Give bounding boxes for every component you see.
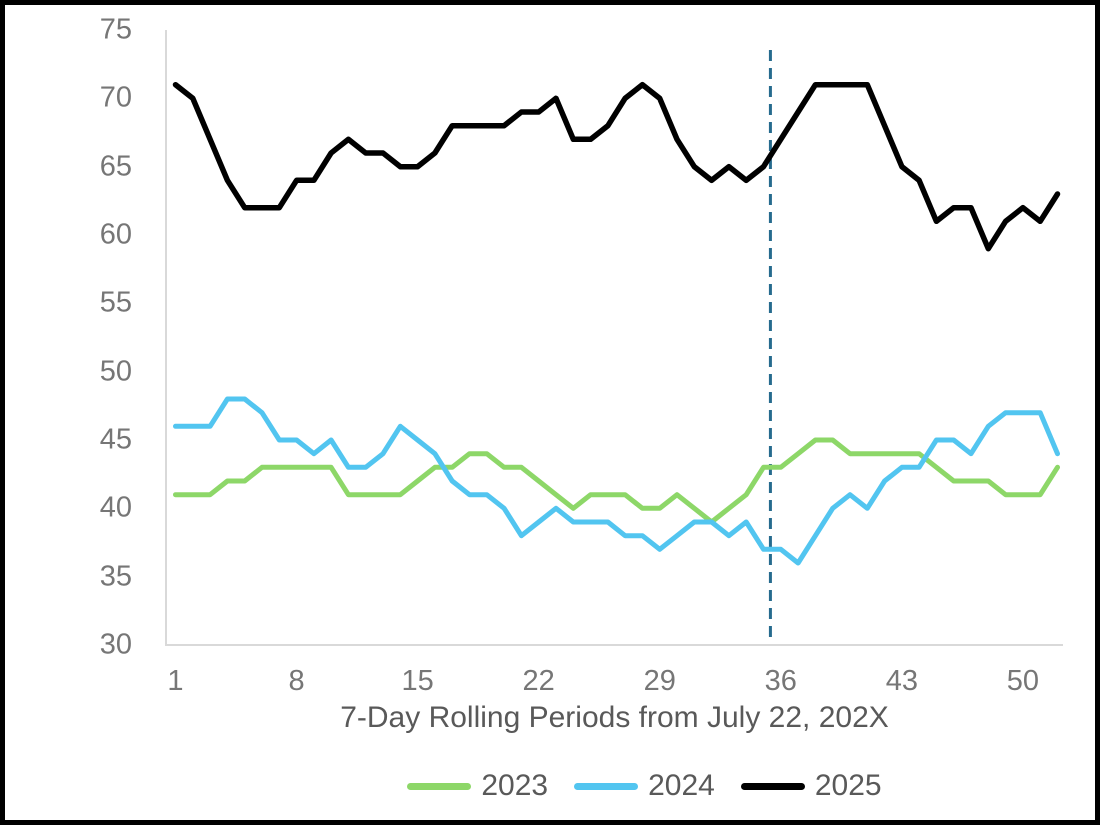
x-tick-label: 8 bbox=[288, 665, 305, 697]
series-line-2025 bbox=[172, 81, 1061, 252]
legend-label-2024: 2024 bbox=[648, 769, 715, 802]
y-tick-label: 40 bbox=[99, 491, 132, 524]
x-tick-label: 15 bbox=[401, 665, 434, 697]
y-tick-label: 70 bbox=[99, 81, 132, 114]
legend-item-2025: 2025 bbox=[740, 769, 882, 802]
y-tick-label: 55 bbox=[99, 286, 132, 319]
series-line-2024 bbox=[173, 396, 1060, 566]
x-tick-label: 22 bbox=[522, 665, 555, 697]
x-axis-title: 7-Day Rolling Periods from July 22, 202X bbox=[340, 701, 889, 734]
y-tick-label: 45 bbox=[99, 423, 132, 456]
legend-swatch-2025 bbox=[740, 782, 805, 790]
y-tick-label: 30 bbox=[99, 628, 132, 661]
y-tick-label: 60 bbox=[99, 218, 132, 251]
legend-label-2023: 2023 bbox=[481, 769, 549, 802]
legend-swatch-2024 bbox=[574, 782, 639, 790]
y-tick-label: 35 bbox=[99, 560, 132, 593]
x-tick-label: 36 bbox=[764, 665, 797, 697]
legend-swatch-2023 bbox=[407, 782, 472, 790]
legend-item-2023: 2023 bbox=[407, 771, 548, 801]
x-tick-label: 1 bbox=[167, 665, 184, 697]
legend: 2023 2024 2025 bbox=[166, 771, 1063, 801]
x-tick-label: 29 bbox=[643, 665, 676, 697]
y-tick-label: 50 bbox=[99, 355, 132, 388]
x-tick-label: 43 bbox=[885, 665, 918, 697]
chart-plot bbox=[165, 30, 1063, 646]
legend-label-2025: 2025 bbox=[814, 769, 882, 802]
series-line-2023 bbox=[173, 437, 1060, 525]
y-tick-label: 75 bbox=[99, 13, 132, 46]
legend-item-2024: 2024 bbox=[574, 771, 715, 801]
y-tick-label: 65 bbox=[99, 150, 132, 183]
x-tick-label: 50 bbox=[1006, 665, 1040, 697]
